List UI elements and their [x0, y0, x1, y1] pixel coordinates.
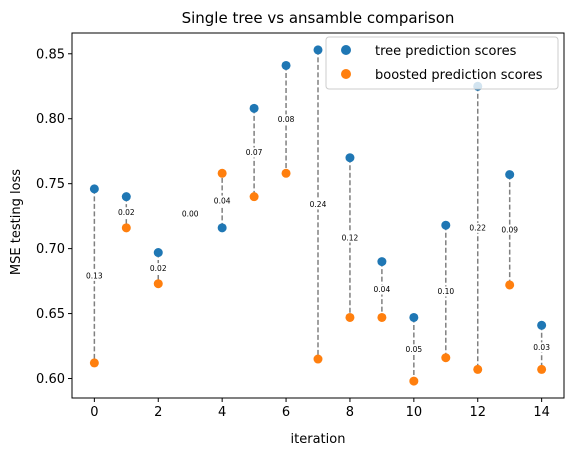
plot-area: 0.13 0.02 0.02 0.00 0.04 0.07 0.08 0.24 0.12 0.04…: [83, 45, 553, 386]
boosted-score-point: [473, 364, 483, 374]
difference-label: 0.02: [150, 264, 167, 273]
tree-score-point: [313, 45, 323, 55]
difference-label-bg: [434, 286, 457, 297]
boosted-score-point: [281, 168, 291, 178]
x-tick-label: 6: [282, 405, 290, 420]
difference-label-bg: [466, 222, 489, 233]
boosted-score-point: [313, 354, 323, 364]
difference-label: 0.22: [469, 224, 486, 233]
difference-label: 0.08: [278, 115, 295, 124]
boosted-score-point: [249, 192, 259, 202]
x-axis-label: iteration: [291, 432, 346, 447]
x-tick-label: 2: [154, 405, 162, 420]
tree-score-point: [345, 153, 355, 163]
tree-score-point: [121, 192, 131, 202]
difference-label: 0.00: [182, 209, 199, 218]
plot-frame: [71, 32, 565, 399]
tree-score-point: [249, 103, 259, 113]
difference-label-bg: [498, 224, 521, 235]
difference-label: 0.09: [501, 225, 518, 234]
x-tick-label: 12: [469, 405, 486, 420]
boosted-score-point: [505, 280, 515, 290]
difference-label: 0.12: [342, 233, 359, 242]
difference-label-bg: [179, 208, 202, 219]
y-tick-label: 0.60: [36, 372, 65, 387]
legend-box: [325, 36, 559, 90]
difference-label: 0.24: [310, 200, 327, 209]
difference-label-bg: [275, 114, 298, 125]
y-tick-label: 0.80: [36, 112, 65, 127]
tree-score-point: [441, 220, 451, 230]
tree-score-point: [377, 257, 387, 267]
x-axis: 0 2 4 6 8 10 12 14: [90, 398, 550, 420]
x-tick-label: 10: [406, 405, 423, 420]
y-tick-label: 0.75: [36, 177, 65, 192]
difference-label: 0.04: [214, 196, 231, 205]
y-tick-label: 0.70: [36, 242, 65, 257]
difference-label-bg: [338, 232, 361, 243]
boosted-score-point: [345, 312, 355, 322]
legend-marker-tree: [341, 45, 351, 55]
difference-label-bg: [370, 284, 393, 295]
x-tick-label: 8: [346, 405, 354, 420]
difference-label: 0.13: [86, 272, 103, 281]
difference-label: 0.04: [374, 285, 391, 294]
boosted-score-point: [217, 168, 227, 178]
y-axis: 0.60 0.65 0.70 0.75 0.80 0.85: [36, 47, 72, 387]
difference-label: 0.10: [437, 287, 454, 296]
tree-score-point: [217, 223, 227, 233]
tree-score-point: [505, 170, 515, 180]
difference-label: 0.07: [246, 148, 263, 157]
legend-label-tree: tree prediction scores: [375, 44, 517, 59]
x-tick-label: 14: [533, 405, 550, 420]
difference-label: 0.05: [405, 345, 422, 354]
boosted-score-point: [121, 223, 131, 233]
difference-label-bg: [211, 195, 234, 206]
tree-score-point: [409, 312, 419, 322]
boosted-score-point: [89, 358, 99, 368]
legend: tree prediction scores boosted predictio…: [325, 36, 559, 90]
boosted-score-point: [153, 279, 163, 289]
difference-label: 0.02: [118, 208, 135, 217]
difference-label-bg: [307, 199, 329, 210]
difference-label-bg: [243, 147, 266, 158]
difference-label: 0.03: [533, 343, 550, 352]
difference-label-bg: [402, 344, 425, 355]
y-tick-label: 0.85: [36, 47, 65, 62]
difference-label-bg: [83, 270, 106, 281]
difference-label-bg: [530, 342, 553, 353]
tree-score-point: [153, 248, 163, 258]
x-tick-label: 0: [90, 405, 98, 420]
y-tick-label: 0.65: [36, 307, 65, 322]
legend-marker-boosted: [341, 69, 351, 79]
x-tick-label: 4: [218, 405, 226, 420]
tree-score-point: [89, 184, 99, 194]
chart-title: Single tree vs ansamble comparison: [182, 9, 455, 27]
boosted-score-point: [441, 353, 451, 363]
y-axis-label: MSE testing loss: [9, 169, 24, 275]
boosted-score-point: [409, 376, 419, 386]
difference-label-bg: [115, 207, 138, 218]
tree-score-point: [281, 60, 291, 70]
tree-score-point: [537, 320, 547, 330]
difference-label-bg: [147, 263, 170, 274]
boosted-score-point: [377, 312, 387, 322]
boosted-score-point: [537, 364, 547, 374]
legend-label-boosted: boosted prediction scores: [375, 68, 543, 83]
